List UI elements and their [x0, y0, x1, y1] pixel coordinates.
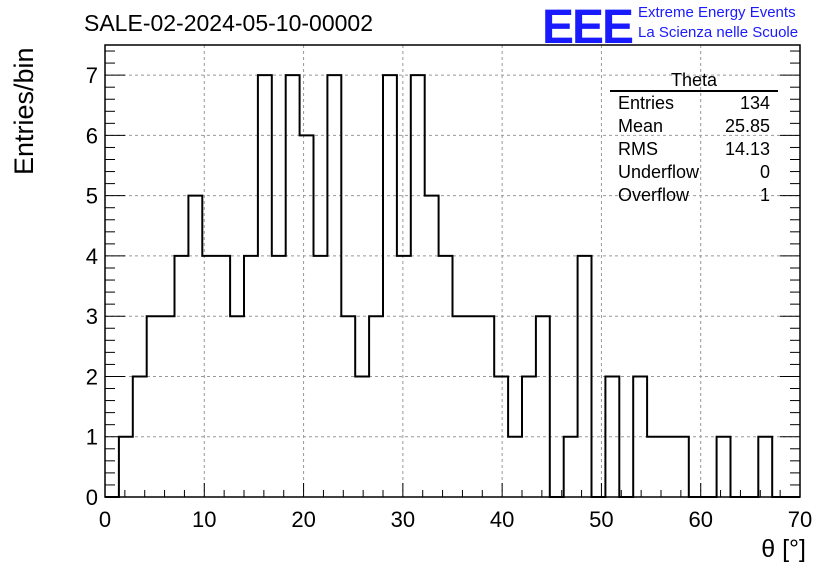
y-tick-label: 3: [86, 304, 98, 329]
y-tick-label: 2: [86, 364, 98, 389]
stat-row-overflow: Overflow 1: [610, 184, 778, 207]
histogram-outline: [105, 74, 800, 498]
histogram-bin: [216, 256, 230, 497]
stats-box: Theta Entries 134 Mean 25.85 RMS 14.13 Unde…: [610, 70, 778, 207]
stat-label: RMS: [618, 139, 658, 159]
stat-row-rms: RMS 14.13: [610, 138, 778, 161]
x-tick-label: 40: [490, 507, 514, 532]
histogram-bin: [383, 75, 397, 497]
histogram-bin: [425, 196, 439, 497]
histogram-bin: [327, 75, 341, 497]
histogram-bin: [286, 75, 300, 497]
histogram-bin: [369, 316, 383, 497]
y-tick-label: 1: [86, 425, 98, 450]
stat-value: 1: [759, 185, 770, 205]
stat-row-entries: Entries 134: [610, 92, 778, 115]
histogram-bin: [397, 256, 411, 497]
plot-frame: [104, 44, 801, 498]
stat-value: 25.85: [724, 116, 770, 136]
histogram-bin: [161, 316, 175, 497]
histogram-bin: [717, 437, 731, 497]
histogram-bin: [453, 316, 467, 497]
stat-row-underflow: Underflow 0: [610, 161, 778, 184]
stat-label: Underflow: [618, 162, 700, 182]
stats-title: Theta: [610, 70, 778, 92]
histogram-bin: [119, 437, 133, 497]
histogram-bin: [188, 196, 202, 497]
histogram-bin: [133, 376, 147, 497]
histogram-bin: [175, 256, 189, 497]
histogram-bin: [258, 75, 272, 497]
axis-ticks: [104, 50, 801, 498]
stat-value: 14.13: [724, 139, 770, 159]
histogram-bin: [758, 437, 772, 497]
logo-text-line1: Extreme Energy Events: [638, 4, 796, 21]
y-tick-label: 7: [86, 63, 98, 88]
y-tick-label: 4: [86, 244, 98, 269]
stat-label: Mean: [618, 116, 664, 136]
logo-text-line2: La Scienza nelle Scuole: [638, 24, 799, 41]
x-tick-label: 20: [291, 507, 315, 532]
histogram-bin: [480, 316, 494, 497]
stat-row-mean: Mean 25.85: [610, 115, 778, 138]
x-tick-label: 30: [391, 507, 415, 532]
histogram-bin: [508, 437, 522, 497]
x-axis-label: θ [°]: [761, 535, 806, 563]
y-tick-label: 0: [86, 485, 98, 510]
histogram-bin: [411, 75, 425, 497]
x-tick-label: 50: [589, 507, 613, 532]
stat-label: Entries: [618, 93, 675, 113]
histogram-bin: [147, 316, 161, 497]
histogram-bin: [661, 437, 675, 497]
histogram-bin: [675, 437, 689, 497]
x-tick-label: 60: [688, 507, 712, 532]
histogram-bin: [564, 437, 578, 497]
histogram-bin: [341, 316, 355, 497]
x-tick-label: 10: [192, 507, 216, 532]
histogram-bin: [230, 316, 244, 497]
chart-title: SALE-02-2024-05-10-00002: [84, 10, 373, 36]
histogram-bin: [536, 316, 550, 497]
x-tick-label: 0: [99, 507, 111, 532]
x-tick-label: 70: [788, 507, 812, 532]
histogram-bin: [439, 256, 453, 497]
stat-value: 134: [739, 93, 770, 113]
y-tick-label: 5: [86, 184, 98, 209]
histogram-bin: [647, 437, 661, 497]
histogram-bin: [466, 316, 480, 497]
y-tick-label: 6: [86, 123, 98, 148]
stat-value: 0: [759, 162, 770, 182]
stat-label: Overflow: [618, 185, 690, 205]
